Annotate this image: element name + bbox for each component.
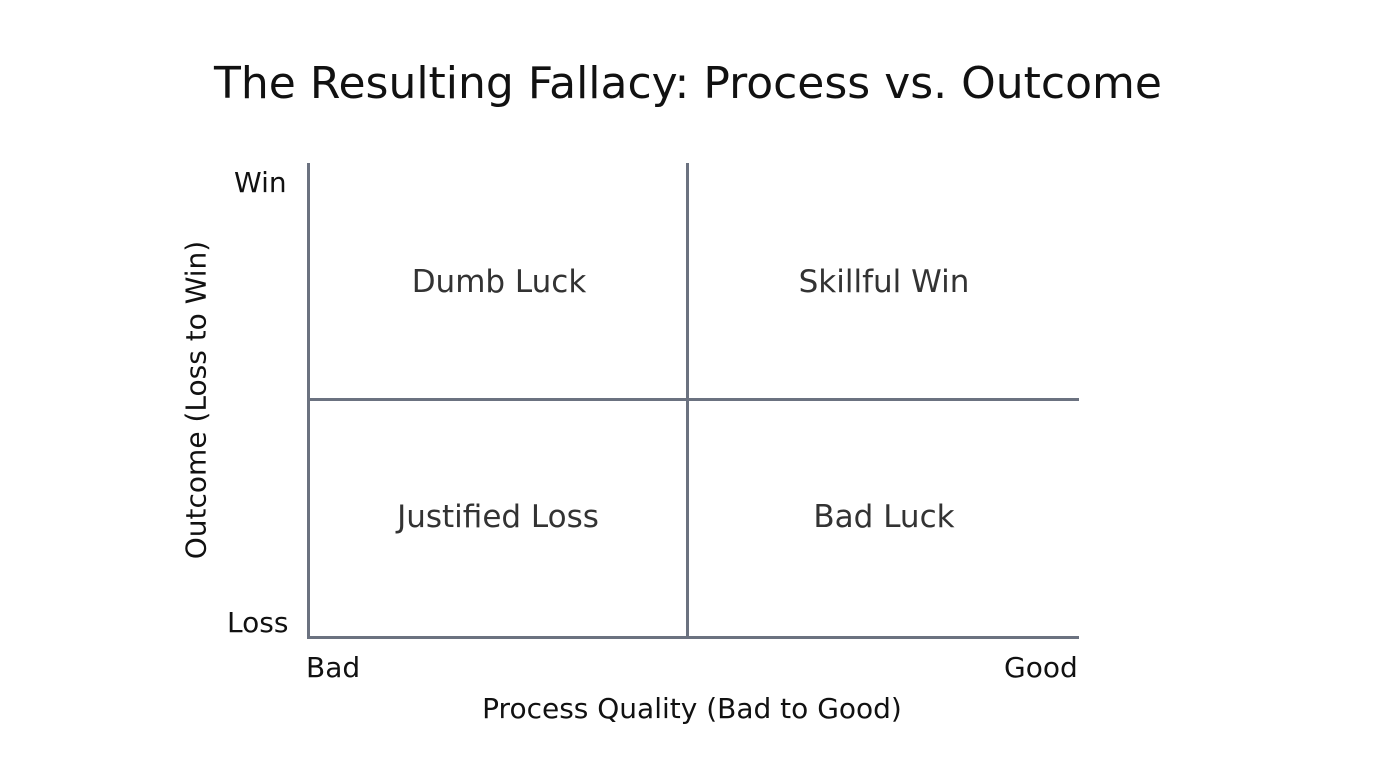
quadrant-justified-loss: Justified Loss xyxy=(397,499,599,535)
diagram-title: The Resulting Fallacy: Process vs. Outco… xyxy=(214,58,1162,109)
x-low-label: Bad xyxy=(306,651,361,684)
x-high-label: Good xyxy=(1004,651,1078,684)
x-axis-label: Process Quality (Bad to Good) xyxy=(482,692,902,725)
quadrant-bad-luck: Bad Luck xyxy=(813,499,955,535)
vertical-divider xyxy=(686,163,689,639)
quadrant-dumb-luck: Dumb Luck xyxy=(411,264,587,300)
y-axis-label: Outcome (Loss to Win) xyxy=(179,240,213,560)
quadrant-skillful-win: Skillful Win xyxy=(798,264,970,300)
horizontal-divider xyxy=(307,398,1079,401)
y-low-label: Loss xyxy=(227,606,289,639)
x-axis-line xyxy=(307,636,1079,639)
y-axis-line xyxy=(307,163,310,639)
y-high-label: Win xyxy=(234,166,287,199)
